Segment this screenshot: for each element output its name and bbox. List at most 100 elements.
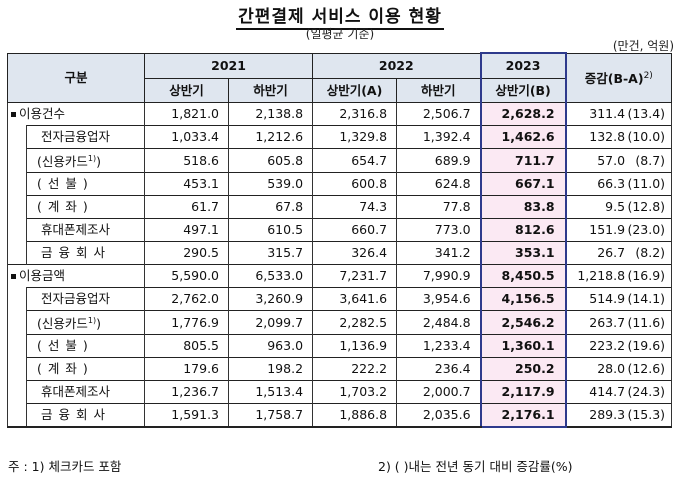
value-cell-highlight: 1,360.1 bbox=[479, 334, 567, 358]
indent-cell bbox=[7, 334, 27, 358]
header-half: 하반기 bbox=[228, 78, 314, 103]
value-cell: 689.9 bbox=[396, 147, 482, 173]
table-row: 금융회사 290.5 315.7 326.4 341.2 353.1 26.7 (8.2) bbox=[7, 241, 673, 265]
change-percent: (8.7) bbox=[635, 152, 666, 168]
row-label-end: ) bbox=[96, 154, 101, 170]
row-label: (계좌) bbox=[25, 195, 146, 219]
indent-cell bbox=[7, 218, 27, 242]
value-cell: 624.8 bbox=[396, 172, 482, 196]
row-label: 금융회사 bbox=[25, 241, 146, 265]
bullet-icon bbox=[11, 274, 16, 280]
change-percent: (13.4) bbox=[627, 106, 666, 121]
row-label: 전자금융업자 bbox=[25, 287, 146, 311]
change-value: 151.9 bbox=[589, 222, 626, 238]
value-cell: 77.8 bbox=[396, 195, 482, 219]
value-cell: 2,316.8 bbox=[312, 102, 398, 126]
value-cell: 1,703.2 bbox=[312, 380, 398, 404]
value-cell: 3,641.6 bbox=[312, 287, 398, 311]
row-label: 휴대폰제조사 bbox=[25, 380, 146, 404]
row-label: 이용금액 bbox=[6, 264, 146, 288]
row-label-text: 휴대폰제조사 bbox=[41, 384, 111, 400]
row-label-text: 이용금액 bbox=[19, 268, 66, 284]
table-row: (계좌) 179.6 198.2 222.2 236.4 250.2 28.0 (12.6) bbox=[7, 357, 673, 381]
value-cell: 1,591.3 bbox=[144, 403, 230, 429]
change-cell: 57.0 (8.7) bbox=[565, 147, 673, 173]
row-label-text: (신용카드 bbox=[37, 316, 88, 332]
change-percent: (10.0) bbox=[627, 129, 666, 144]
value-cell: 805.5 bbox=[144, 334, 230, 358]
row-label: (계좌) bbox=[25, 357, 146, 381]
table-row: 휴대폰제조사 1,236.7 1,513.4 1,703.2 2,000.7 2,117.… bbox=[7, 380, 673, 404]
change-cell: 514.9 (14.1) bbox=[565, 287, 673, 311]
value-cell-highlight: 2,117.9 bbox=[479, 380, 567, 404]
change-value: 26.7 bbox=[597, 245, 626, 261]
row-label: 금융회사 bbox=[25, 403, 146, 429]
value-cell-highlight: 8,450.5 bbox=[479, 264, 567, 288]
change-percent: (19.6) bbox=[627, 338, 666, 354]
value-cell: 453.1 bbox=[144, 172, 230, 196]
value-cell: 2,484.8 bbox=[396, 310, 482, 335]
change-value: 132.8 bbox=[589, 129, 626, 144]
row-label-text: 전자금융업자 bbox=[41, 291, 111, 307]
value-cell: 600.8 bbox=[312, 172, 398, 196]
value-cell: 3,260.9 bbox=[228, 287, 314, 311]
change-percent: (12.6) bbox=[627, 361, 666, 377]
change-value: 414.7 bbox=[589, 384, 626, 400]
row-label: (선불) bbox=[25, 172, 146, 196]
table-row: 금융회사 1,591.3 1,758.7 1,886.8 2,035.6 2,176.1 2… bbox=[7, 403, 673, 429]
value-cell: 179.6 bbox=[144, 357, 230, 381]
change-value: 28.0 bbox=[597, 361, 626, 377]
table-row: 이용건수 1,821.0 2,138.8 2,316.8 2,506.7 2,628.2 3… bbox=[6, 102, 673, 126]
change-value: 9.5 bbox=[605, 199, 626, 215]
row-label-text: 전자금융업자 bbox=[41, 129, 111, 144]
change-value: 66.3 bbox=[597, 176, 626, 192]
value-cell: 1,776.9 bbox=[144, 310, 230, 335]
row-label: 이용건수 bbox=[6, 102, 146, 126]
indent-cell bbox=[7, 380, 27, 404]
value-cell: 61.7 bbox=[144, 195, 230, 219]
indent-cell bbox=[7, 172, 27, 196]
row-label: (신용카드1)) bbox=[25, 147, 146, 173]
bullet-icon bbox=[11, 112, 16, 117]
change-percent: (11.6) bbox=[627, 314, 666, 330]
row-label: (선불) bbox=[25, 334, 146, 358]
indent-cell bbox=[7, 287, 27, 311]
change-cell: 9.5 (12.8) bbox=[565, 195, 673, 219]
indent-cell bbox=[7, 357, 27, 381]
value-cell: 1,329.8 bbox=[312, 125, 398, 149]
row-label-text: (계좌) bbox=[37, 361, 94, 377]
value-cell: 290.5 bbox=[144, 241, 230, 265]
value-cell-highlight: 711.7 bbox=[479, 147, 567, 173]
row-label-text: (선불) bbox=[37, 338, 94, 354]
value-cell: 236.4 bbox=[396, 357, 482, 381]
change-cell: 414.7 (24.3) bbox=[565, 380, 673, 404]
row-label-text: 이용건수 bbox=[19, 106, 66, 121]
change-percent: (12.8) bbox=[627, 199, 666, 215]
value-cell: 5,590.0 bbox=[144, 264, 230, 288]
unit-label: (만건, 억원) bbox=[612, 39, 674, 53]
value-cell: 315.7 bbox=[228, 241, 314, 265]
indent-cell bbox=[7, 148, 27, 173]
value-cell: 1,136.9 bbox=[312, 334, 398, 358]
row-label-text: (신용카드 bbox=[37, 154, 88, 170]
change-cell: 263.7 (11.6) bbox=[565, 310, 673, 335]
value-cell: 7,990.9 bbox=[396, 264, 482, 288]
value-cell-highlight: 353.1 bbox=[479, 241, 567, 265]
header-half: 상반기(B) bbox=[479, 78, 567, 103]
row-label-text: 금융회사 bbox=[41, 245, 112, 261]
value-cell: 1,236.7 bbox=[144, 380, 230, 404]
table-row: 이용금액 5,590.0 6,533.0 7,231.7 7,990.9 8,450.5 1… bbox=[6, 264, 673, 288]
row-label-text: (계좌) bbox=[37, 199, 94, 215]
change-value: 1,218.8 bbox=[577, 268, 626, 284]
value-cell-highlight: 1,462.6 bbox=[479, 125, 567, 149]
value-cell: 605.8 bbox=[228, 147, 314, 173]
table-row: 전자금융업자 1,033.4 1,212.6 1,329.8 1,392.4 1,462.… bbox=[7, 125, 673, 149]
change-cell: 311.4 (13.4) bbox=[565, 102, 673, 126]
row-label-end: ) bbox=[96, 316, 101, 332]
value-cell-highlight: 812.6 bbox=[479, 218, 567, 242]
value-cell: 1,821.0 bbox=[144, 102, 230, 126]
value-cell: 1,033.4 bbox=[144, 125, 230, 149]
value-cell: 341.2 bbox=[396, 241, 482, 265]
table-row: (신용카드1)) 518.6 605.8 654.7 689.9 711.7 57.0 (8.… bbox=[7, 147, 673, 173]
footnote-1: 주 : 1) 체크카드 포함 bbox=[8, 459, 122, 474]
